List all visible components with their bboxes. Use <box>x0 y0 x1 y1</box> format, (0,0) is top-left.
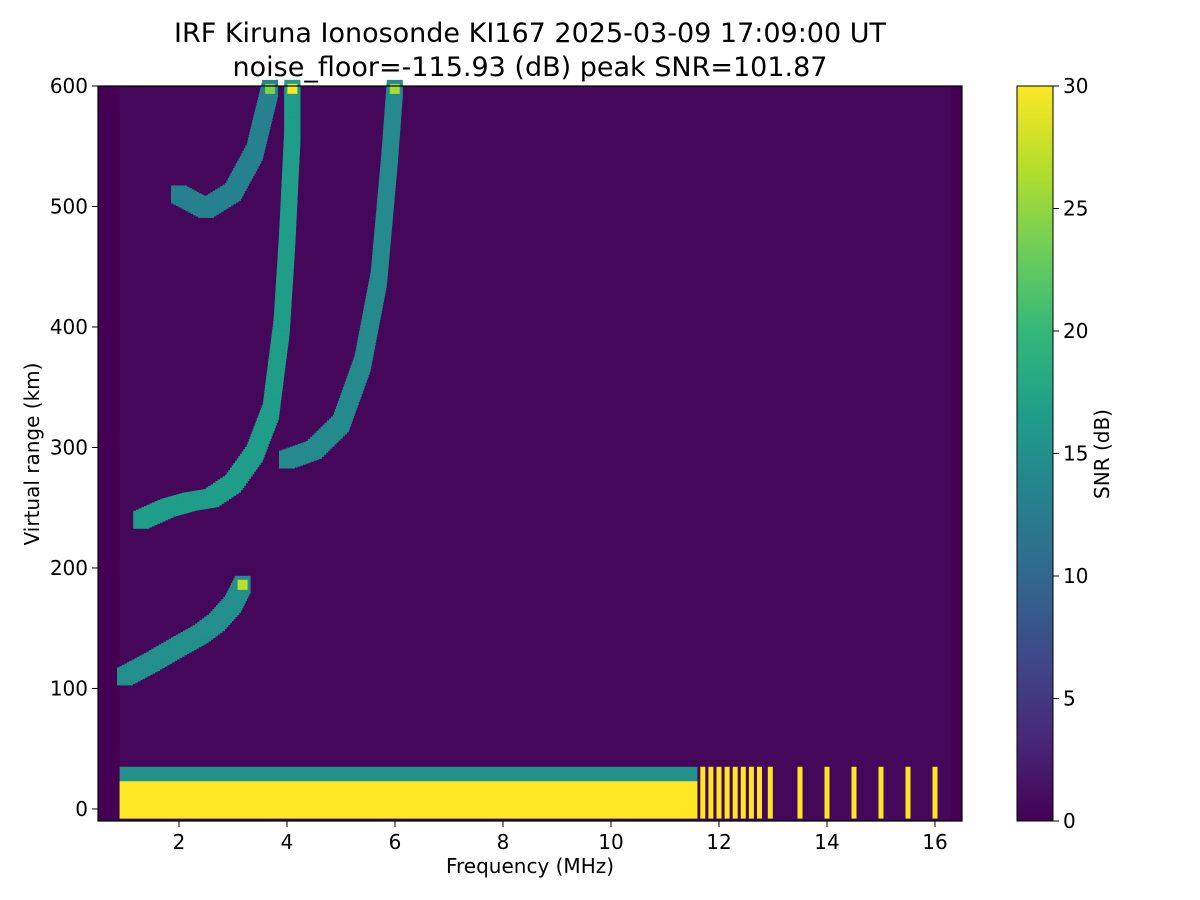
heatmap-cell <box>732 766 738 819</box>
x-tick-label: 10 <box>598 830 623 854</box>
colorbar-tick-label: 10 <box>1063 564 1088 588</box>
heatmap-cell <box>708 766 714 819</box>
x-tick-label: 8 <box>497 830 510 854</box>
y-axis: 0 100 200 300 400 500 600 <box>50 74 98 821</box>
heatmap-cell <box>700 766 706 819</box>
heatmap-cell <box>389 83 400 94</box>
colorbar-label: SNR (dB) <box>1090 409 1114 499</box>
y-tick-label: 100 <box>50 676 88 700</box>
colorbar-axis: 0 5 10 15 20 25 30 <box>1053 74 1088 833</box>
heatmap-cell <box>905 766 911 819</box>
heatmap-cell <box>797 766 803 819</box>
y-tick-label: 600 <box>50 74 88 98</box>
heatmap-cell <box>237 579 248 590</box>
y-axis-label: Virtual range (km) <box>20 362 44 546</box>
colorbar-tick-label: 15 <box>1063 442 1088 466</box>
heatmap-cell <box>824 766 830 819</box>
plot-frame <box>97 85 963 822</box>
x-tick-label: 14 <box>814 830 839 854</box>
heatmap-cell <box>287 83 298 94</box>
colorbar <box>1016 85 1054 822</box>
chart-subtitle: noise_floor=-115.93 (dB) peak SNR=101.87 <box>232 52 828 83</box>
x-tick-label: 4 <box>281 830 294 854</box>
heatmap-cell <box>767 766 773 819</box>
y-tick-label: 400 <box>50 315 88 339</box>
heatmap-cell <box>740 766 746 819</box>
y-tick-label: 200 <box>50 556 88 580</box>
colorbar-tick-label: 20 <box>1063 319 1088 343</box>
y-tick-label: 300 <box>50 435 88 459</box>
x-tick-label: 6 <box>389 830 402 854</box>
colorbar-tick-label: 25 <box>1063 197 1088 221</box>
heatmap-cell <box>748 766 754 819</box>
chart-title: IRF Kiruna Ionosonde KI167 2025-03-09 17… <box>173 18 887 49</box>
x-tick-label: 16 <box>922 830 947 854</box>
heatmap-cell <box>716 766 722 819</box>
heatmap-cell <box>851 766 857 819</box>
heatmap-cell <box>119 781 698 819</box>
x-axis: 2 4 6 8 10 12 14 16 <box>173 821 948 854</box>
heatmap-cell <box>757 766 762 819</box>
heatmap-cell <box>878 766 884 819</box>
heatmap-cell <box>724 766 730 819</box>
x-tick-label: 2 <box>173 830 186 854</box>
colorbar-tick-label: 30 <box>1063 74 1088 98</box>
y-tick-label: 500 <box>50 194 88 218</box>
colorbar-tick-label: 5 <box>1063 687 1076 711</box>
colorbar-tick-label: 0 <box>1063 809 1076 833</box>
heatmap-cell <box>932 766 938 819</box>
y-tick-label: 0 <box>75 797 88 821</box>
x-tick-label: 12 <box>706 830 731 854</box>
heatmap-cell <box>265 83 276 94</box>
x-axis-label: Frequency (MHz) <box>445 854 615 878</box>
heatmap-cells <box>117 79 952 821</box>
